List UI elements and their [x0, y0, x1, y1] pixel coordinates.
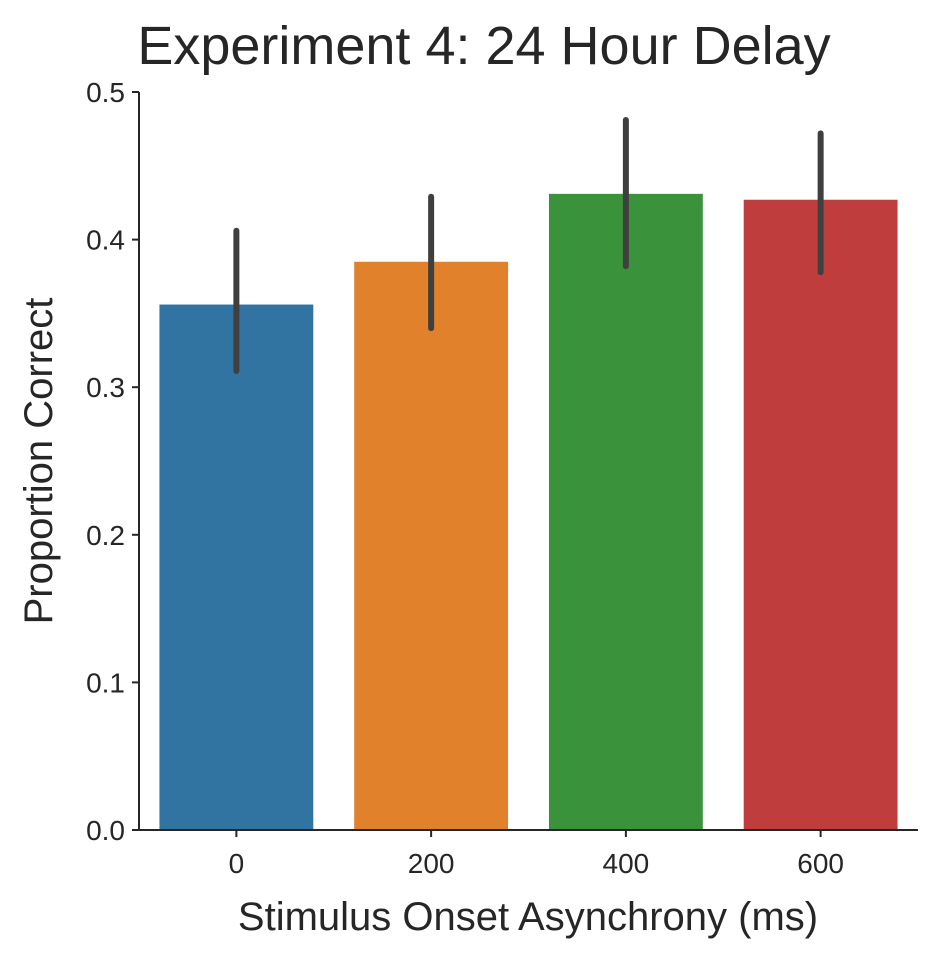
bar-600 — [743, 199, 898, 831]
error-bars-group — [233, 117, 824, 374]
y-tick-label: 0.1 — [86, 667, 125, 698]
y-tick-label: 0.4 — [86, 225, 125, 256]
x-axis-label: Stimulus Onset Asynchrony (ms) — [238, 895, 818, 939]
x-tick-label: 400 — [603, 848, 650, 879]
y-tick-label: 0.3 — [86, 372, 125, 403]
y-ticks-group: 0.0 0.1 0.2 0.3 0.4 0.5 — [86, 77, 139, 846]
x-tick-label: 0 — [229, 848, 245, 879]
bar-400 — [548, 193, 703, 830]
x-tick-label: 600 — [797, 848, 844, 879]
y-axis-label: Proportion Correct — [17, 298, 61, 625]
y-tick-label: 0.0 — [86, 815, 125, 846]
x-ticks-group: 0 200 400 600 — [229, 830, 844, 879]
bar-200 — [354, 261, 509, 830]
bars-group — [159, 193, 898, 831]
chart-title: Experiment 4: 24 Hour Delay — [137, 16, 830, 76]
y-tick-label: 0.2 — [86, 520, 125, 551]
x-tick-label: 200 — [408, 848, 455, 879]
bar-0 — [159, 304, 314, 830]
y-tick-label: 0.5 — [86, 77, 125, 108]
